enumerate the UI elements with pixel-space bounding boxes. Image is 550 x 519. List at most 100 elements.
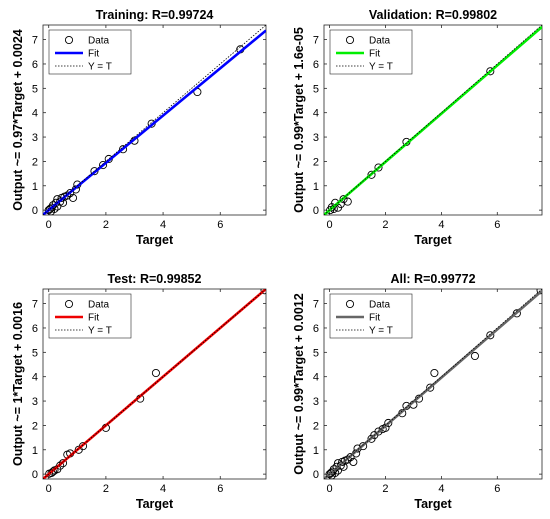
all-data-point — [384, 418, 393, 428]
all-legend: Data Fit Y = T — [329, 293, 413, 339]
validation-ylabel: Output ~= 0.99*Target + 1.6e-05 — [292, 27, 306, 213]
all-xtick-label: 4 — [438, 483, 444, 495]
training-data-point — [66, 189, 75, 198]
test-data-point — [47, 468, 56, 477]
validation-title: Validation: R=0.99802 — [369, 8, 497, 22]
all-ytick-label: 4 — [313, 372, 319, 384]
test-plot-area — [43, 289, 266, 479]
validation-legend: Data Fit Y = T — [329, 29, 413, 75]
test-xtick-label: 6 — [217, 483, 223, 495]
all-plot-area — [324, 289, 542, 479]
test-xtick-label: 2 — [103, 483, 109, 495]
test-data-point — [151, 368, 160, 378]
all-data-point — [329, 465, 338, 474]
test-ytick-label: 6 — [32, 323, 38, 335]
training-xtick-label: 6 — [217, 219, 223, 231]
test-data-point — [48, 467, 58, 476]
validation-xlabel: Target — [414, 233, 452, 247]
test-legend-identity-label: Y = T — [88, 326, 112, 337]
all-xtick-label: 6 — [494, 483, 500, 495]
all-data-point — [343, 455, 352, 464]
training-legend-data-marker — [64, 35, 74, 45]
training-ytick-label: 7 — [32, 35, 38, 47]
test-ytick-label: 7 — [32, 299, 38, 311]
all-data-point — [426, 383, 435, 392]
all-data-point — [346, 453, 355, 462]
test-title: Test: R=0.99852 — [108, 272, 202, 286]
all-ytick-label: 3 — [313, 396, 319, 408]
test-data-point — [56, 461, 65, 470]
test-ytick-label: 0 — [32, 469, 38, 481]
training-data-point — [98, 161, 108, 170]
test-legend: Data Fit Y = T — [48, 293, 132, 339]
test-data-point — [260, 289, 266, 295]
validation-data-point — [367, 170, 376, 179]
validation-ytick-label: 3 — [313, 132, 319, 144]
test-ylabel: Output ~= 1*Target + 0.0016 — [11, 302, 25, 466]
test-ytick-label: 4 — [32, 372, 38, 384]
training-data-point — [44, 206, 53, 215]
test-xtick-label: 0 — [46, 483, 52, 495]
all-ytick-label: 7 — [313, 299, 319, 311]
test-xlabel: Target — [136, 497, 174, 511]
training-ytick-label: 5 — [32, 83, 38, 95]
validation-ytick-label: 7 — [313, 35, 319, 47]
test-ytick-label: 3 — [32, 396, 38, 408]
validation-panel: 0 2 4 6 0 1 2 3 4 5 6 7 Validation: R=0.99802 Target O… — [292, 8, 543, 247]
all-data-point — [359, 442, 368, 451]
validation-data-point — [339, 195, 348, 204]
all-title: All: R=0.99772 — [390, 272, 475, 286]
all-xlabel: Target — [414, 497, 452, 511]
all-panel: 0 2 4 6 0 1 2 3 4 5 6 7 All: R=0.99772 Target Output ~… — [292, 272, 543, 511]
test-legend-fit-label: Fit — [88, 313, 99, 324]
training-data-point — [63, 191, 72, 200]
training-identity-line — [43, 25, 266, 215]
all-data-point — [536, 289, 542, 295]
all-xtick-label: 0 — [327, 483, 333, 495]
all-ytick-label: 6 — [313, 323, 319, 335]
validation-ytick-label: 2 — [313, 156, 319, 168]
validation-data-point — [343, 197, 352, 206]
all-data-point — [512, 309, 521, 318]
all-data-point — [349, 457, 358, 466]
training-ytick-label: 4 — [32, 108, 38, 120]
test-ytick-label: 1 — [32, 445, 38, 457]
validation-data-point — [486, 67, 495, 76]
all-legend-identity-label: Y = T — [369, 326, 393, 337]
validation-legend-data-label: Data — [369, 36, 391, 47]
all-data-point — [470, 351, 479, 361]
all-identity-line — [324, 289, 542, 479]
validation-ytick-label: 6 — [313, 59, 319, 71]
test-legend-data-label: Data — [88, 300, 110, 311]
training-data-point — [119, 145, 128, 154]
training-ylabel: Output ~= 0.97*Target + 0.0024 — [11, 29, 25, 210]
test-identity-line — [43, 289, 266, 479]
test-ytick-label: 2 — [32, 420, 38, 432]
validation-ytick-label: 0 — [313, 205, 319, 217]
training-xtick-label: 4 — [160, 219, 166, 231]
validation-legend-data-marker — [345, 35, 355, 45]
all-legend-fit-label: Fit — [369, 313, 380, 324]
all-data-point — [486, 331, 495, 340]
training-xlabel: Target — [136, 233, 174, 247]
test-data-point — [58, 459, 68, 468]
all-ytick-label: 0 — [313, 469, 319, 481]
training-xtick-label: 0 — [46, 219, 52, 231]
all-ytick-label: 2 — [313, 420, 319, 432]
test-data-point — [78, 442, 88, 451]
validation-data-point — [374, 163, 383, 172]
training-plot-area — [43, 25, 266, 215]
validation-ytick-label: 4 — [313, 108, 319, 120]
training-ytick-label: 3 — [32, 132, 38, 144]
test-panel: 0 2 4 6 0 1 2 3 4 5 6 7 Test: R=0.99852 Target Output … — [11, 272, 267, 511]
all-legend-data-label: Data — [369, 300, 391, 311]
validation-xtick-label: 6 — [494, 219, 500, 231]
training-fit-line — [43, 29, 266, 215]
validation-xtick-label: 4 — [438, 219, 444, 231]
training-xtick-label: 2 — [103, 219, 109, 231]
training-panel: 0 2 4 6 0 1 2 3 4 5 6 7 Training: R=0.99724 Target Out… — [11, 8, 267, 247]
training-ytick-label: 1 — [32, 181, 38, 193]
all-ytick-label: 5 — [313, 347, 319, 359]
training-legend: Data Fit Y = T — [48, 29, 132, 75]
